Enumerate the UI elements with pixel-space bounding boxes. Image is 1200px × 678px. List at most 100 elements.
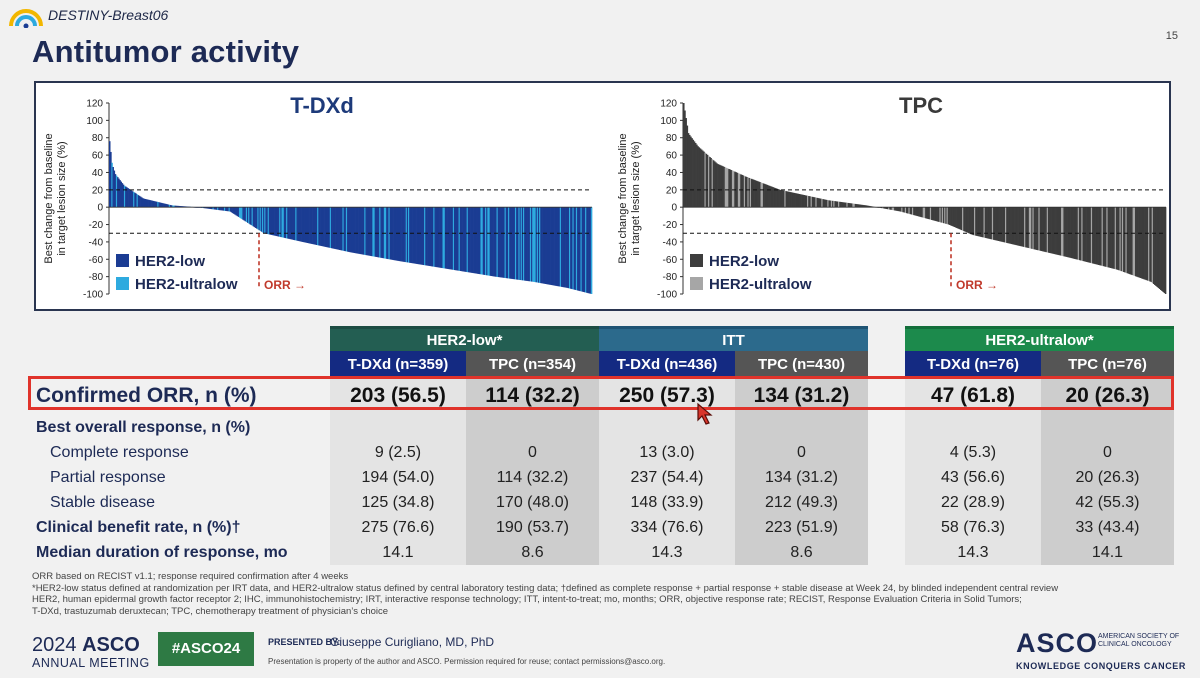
waterfall-bar bbox=[258, 207, 260, 231]
waterfall-bar bbox=[115, 175, 118, 208]
waterfall-bar bbox=[470, 207, 472, 273]
waterfall-bar bbox=[382, 207, 385, 259]
waterfall-bar bbox=[282, 207, 285, 238]
row-label: Complete response bbox=[50, 443, 189, 461]
waterfall-bar bbox=[225, 207, 227, 211]
waterfall-bar bbox=[1065, 207, 1068, 257]
group-header-itt: ITT bbox=[599, 326, 868, 351]
waterfall-bar bbox=[175, 205, 178, 208]
waterfall-bar bbox=[536, 207, 539, 283]
waterfall-bar bbox=[1146, 207, 1149, 281]
waterfall-bar bbox=[844, 202, 846, 208]
waterfall-bar bbox=[560, 207, 563, 287]
waterfall-bar bbox=[240, 207, 242, 219]
waterfall-bar bbox=[578, 207, 580, 291]
waterfall-bar bbox=[301, 207, 303, 242]
waterfall-bar bbox=[218, 207, 220, 211]
waterfall-bar bbox=[204, 207, 206, 209]
waterfall-bar bbox=[1156, 207, 1158, 287]
waterfall-bar bbox=[1129, 207, 1131, 275]
waterfall-bar bbox=[1031, 207, 1033, 249]
table-cell: 14.3 bbox=[905, 540, 1041, 565]
waterfall-bar bbox=[691, 138, 693, 208]
waterfall-bar bbox=[904, 207, 907, 213]
waterfall-bar bbox=[956, 207, 958, 229]
waterfall-bar bbox=[486, 207, 488, 276]
waterfall-bar bbox=[368, 207, 371, 256]
waterfall-bar bbox=[366, 207, 369, 256]
waterfall-bar bbox=[493, 207, 495, 277]
waterfall-bar bbox=[127, 188, 129, 208]
waterfall-bar bbox=[1106, 207, 1108, 268]
waterfall-bar bbox=[711, 159, 714, 208]
waterfall-bar bbox=[257, 207, 259, 230]
waterfall-bar bbox=[1133, 207, 1136, 276]
waterfall-bar bbox=[271, 207, 273, 236]
waterfall-bar bbox=[944, 207, 946, 224]
waterfall-bar bbox=[898, 207, 901, 212]
waterfall-bar bbox=[1115, 207, 1118, 270]
waterfall-bar bbox=[416, 207, 418, 264]
y-tick-label: 0 bbox=[671, 203, 677, 214]
waterfall-bar bbox=[736, 172, 739, 208]
waterfall-bar bbox=[787, 191, 790, 208]
waterfall-bar bbox=[929, 207, 932, 220]
waterfall-bar bbox=[491, 207, 494, 277]
waterfall-bar bbox=[696, 144, 698, 208]
waterfall-bar bbox=[387, 207, 389, 260]
waterfall-bar bbox=[502, 207, 504, 278]
waterfall-bar bbox=[314, 207, 317, 245]
waterfall-bar bbox=[962, 207, 964, 231]
waterfall-bar bbox=[265, 207, 267, 234]
waterfall-bar bbox=[134, 192, 136, 208]
y-axis-label-line: Best change from baseline bbox=[617, 133, 629, 263]
waterfall-bar bbox=[892, 207, 895, 211]
waterfall-bar bbox=[140, 196, 142, 208]
waterfall-bar bbox=[145, 199, 148, 208]
waterfall-bar bbox=[543, 207, 546, 284]
column-gap bbox=[868, 377, 905, 415]
waterfall-bar bbox=[890, 207, 893, 210]
waterfall-bar bbox=[572, 207, 574, 290]
waterfall-bar bbox=[916, 207, 919, 217]
waterfall-bar bbox=[821, 198, 823, 208]
y-tick-label: -40 bbox=[663, 237, 678, 248]
waterfall-bar bbox=[1050, 207, 1052, 254]
waterfall-bar bbox=[811, 196, 814, 208]
waterfall-bar bbox=[847, 202, 850, 208]
waterfall-bar bbox=[324, 207, 326, 247]
waterfall-bar bbox=[143, 198, 145, 208]
waterfall-bar bbox=[312, 207, 315, 245]
waterfall-bar bbox=[253, 207, 256, 228]
waterfall-bar bbox=[1034, 207, 1037, 250]
waterfall-bar bbox=[554, 207, 556, 286]
waterfall-bar bbox=[983, 207, 986, 238]
waterfall-bar bbox=[786, 191, 789, 208]
waterfall-bar bbox=[326, 207, 328, 248]
waterfall-bar bbox=[333, 207, 335, 249]
waterfall-bar bbox=[753, 179, 755, 208]
waterfall-bar bbox=[583, 207, 586, 293]
waterfall-bar bbox=[958, 207, 961, 230]
waterfall-bar bbox=[1127, 207, 1130, 274]
waterfall-bar bbox=[233, 207, 235, 214]
waterfall-bar bbox=[1058, 207, 1061, 256]
waterfall-bar bbox=[534, 207, 536, 283]
waterfall-bar bbox=[1140, 207, 1143, 279]
footnote-line: ORR based on RECIST v1.1; response requi… bbox=[32, 571, 349, 582]
waterfall-bar bbox=[1094, 207, 1096, 265]
waterfall-bar bbox=[495, 207, 497, 277]
y-tick-label: 20 bbox=[92, 185, 104, 196]
waterfall-bar bbox=[585, 207, 587, 293]
waterfall-bar bbox=[809, 196, 811, 208]
waterfall-bar bbox=[735, 172, 738, 208]
row-label: Confirmed ORR, n (%) bbox=[36, 384, 257, 407]
waterfall-bar bbox=[885, 207, 888, 209]
waterfall-bar bbox=[509, 207, 511, 279]
table-cell: 14.1 bbox=[1041, 540, 1174, 565]
waterfall-bar bbox=[964, 207, 966, 232]
waterfall-bar bbox=[812, 197, 815, 208]
waterfall-bar bbox=[459, 207, 462, 271]
table-cell: 8.6 bbox=[466, 540, 599, 565]
waterfall-bar bbox=[988, 207, 990, 239]
